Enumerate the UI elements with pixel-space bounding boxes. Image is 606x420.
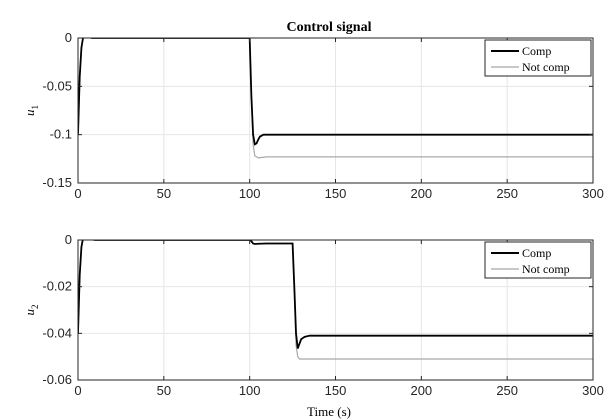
x-tick-label: 300 bbox=[582, 186, 604, 201]
legend-label: Comp bbox=[522, 44, 551, 58]
y-axis-label-subscript: 1 bbox=[30, 105, 40, 110]
y-tick-label: -0.02 bbox=[42, 279, 72, 294]
y-axis-label: u1 bbox=[22, 105, 40, 116]
y-tick-label: -0.05 bbox=[42, 78, 72, 93]
x-tick-label: 200 bbox=[410, 383, 432, 398]
legend-label: Not comp bbox=[522, 60, 570, 74]
y-tick-label: -0.1 bbox=[50, 127, 72, 142]
x-tick-label: 0 bbox=[74, 383, 81, 398]
series-line-comp bbox=[78, 240, 593, 349]
x-tick-label: 300 bbox=[582, 383, 604, 398]
x-tick-label: 0 bbox=[74, 186, 81, 201]
y-axis-label-main: u bbox=[22, 309, 37, 316]
figure-title: Control signal bbox=[287, 20, 372, 35]
x-tick-label: 100 bbox=[239, 383, 261, 398]
legend-label: Comp bbox=[522, 246, 551, 260]
y-axis-label-main: u bbox=[22, 109, 37, 116]
x-axis-label: Time (s) bbox=[307, 404, 351, 419]
y-tick-label: 0 bbox=[65, 30, 72, 45]
y-axis-label: u2 bbox=[22, 305, 40, 316]
x-tick-label: 150 bbox=[325, 186, 347, 201]
x-tick-label: 50 bbox=[157, 383, 171, 398]
legend-box bbox=[484, 39, 592, 77]
x-tick-label: 200 bbox=[410, 186, 432, 201]
y-tick-label: 0 bbox=[65, 232, 72, 247]
legend-box bbox=[484, 241, 592, 279]
subplot-u1: 0 50 100 150 200 250 300 0 -0.05 -0.1 -0.15 u1 Comp N… bbox=[22, 30, 604, 201]
x-tick-label: 250 bbox=[496, 383, 518, 398]
series-line-not-comp bbox=[78, 38, 593, 159]
y-tick-label: -0.15 bbox=[42, 175, 72, 190]
y-tick-label: -0.04 bbox=[42, 325, 72, 340]
y-axis-label-subscript: 2 bbox=[30, 305, 40, 310]
x-tick-label: 250 bbox=[496, 186, 518, 201]
subplot-u2: 0 50 100 150 200 250 300 0 -0.02 -0.04 -0.06 u2 Comp… bbox=[22, 232, 604, 398]
legend-label: Not comp bbox=[522, 262, 570, 276]
x-tick-label: 50 bbox=[157, 186, 171, 201]
x-tick-label: 100 bbox=[239, 186, 261, 201]
y-tick-label: -0.06 bbox=[42, 372, 72, 387]
series-line-comp bbox=[78, 38, 593, 146]
x-tick-label: 150 bbox=[325, 383, 347, 398]
